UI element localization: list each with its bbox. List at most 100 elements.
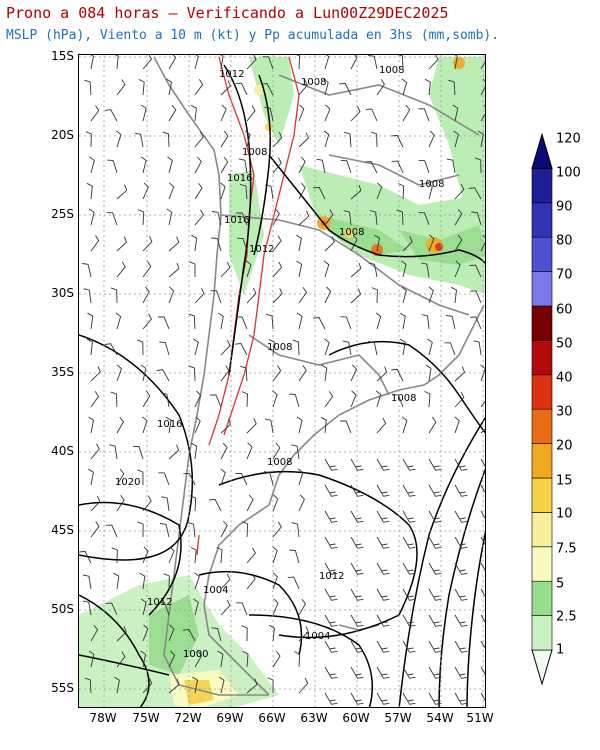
- wind-barb: [292, 339, 300, 356]
- wind-barb: [446, 315, 456, 330]
- wind-barb: [454, 260, 461, 278]
- wind-barb: [168, 444, 180, 460]
- wind-barb: [428, 130, 435, 148]
- wind-barb: [158, 602, 170, 616]
- wind-barb: [298, 79, 308, 96]
- wind-barb: [376, 536, 390, 549]
- wind-barb: [425, 364, 432, 382]
- wind-barb: [188, 313, 196, 330]
- wind-barb: [480, 78, 485, 96]
- wind-barb: [402, 236, 413, 252]
- wind-barb: [324, 55, 330, 70]
- wind-barb: [391, 368, 404, 382]
- isobar-label: 1016: [227, 173, 252, 184]
- precipitation-colorbar: [531, 132, 553, 686]
- wind-barb: [376, 79, 385, 96]
- isobar-label: 1008: [267, 457, 292, 468]
- wind-barb: [191, 442, 198, 460]
- wind-barb: [140, 364, 147, 382]
- map-subtitle: MSLP (hPa), Viento a 10 m (kt) y Pp acum…: [6, 28, 500, 43]
- wind-barb: [350, 458, 364, 471]
- wind-barb: [398, 183, 405, 200]
- wind-barb: [454, 588, 468, 601]
- wind-barb: [402, 640, 416, 653]
- wind-barb: [313, 317, 326, 330]
- wind-barb: [454, 536, 468, 549]
- wind-barb: [376, 484, 390, 497]
- wind-barb: [469, 264, 482, 278]
- wind-barb: [142, 286, 150, 304]
- wind-barb: [137, 469, 144, 486]
- wind-barb: [350, 640, 364, 653]
- wind-barb: [424, 390, 431, 408]
- wind-barb: [85, 131, 92, 148]
- lon-label: 66W: [258, 711, 286, 725]
- wind-barb: [454, 692, 468, 705]
- wind-barb: [82, 263, 92, 278]
- wind-barb: [159, 341, 170, 356]
- wind-barb: [350, 262, 362, 278]
- wind-barb: [324, 562, 338, 575]
- wind-barb: [142, 546, 149, 564]
- wind-barb: [83, 288, 92, 304]
- wind-barb: [84, 677, 92, 694]
- colorbar-swatch: [531, 580, 553, 616]
- wind-barb: [376, 417, 387, 434]
- colorbar-arrow-low: [531, 649, 553, 686]
- wind-barb: [298, 494, 305, 512]
- wind-barb: [480, 428, 485, 434]
- wind-barb: [236, 602, 248, 616]
- wind-barb: [188, 365, 196, 382]
- wind-barb: [106, 212, 118, 226]
- wind-barb: [375, 312, 382, 330]
- wind-barb: [107, 159, 118, 174]
- wind-barb: [246, 547, 256, 564]
- wind-barb: [272, 521, 282, 538]
- wind-barb: [142, 313, 152, 330]
- wind-barb: [418, 212, 430, 226]
- colorbar-swatch: [531, 408, 553, 444]
- wind-barb: [90, 391, 100, 408]
- wind-barb: [116, 236, 128, 252]
- wind-barb: [391, 134, 404, 148]
- wind-barb: [401, 286, 407, 304]
- wind-barb: [321, 364, 328, 382]
- wind-barb: [264, 106, 274, 122]
- wind-barb: [454, 416, 460, 434]
- wind-barb: [289, 549, 300, 564]
- isobar-label: 1004: [203, 585, 228, 596]
- wind-barb: [194, 182, 203, 200]
- wind-barb: [376, 692, 390, 705]
- colorbar-label: 5: [556, 576, 565, 592]
- wind-barb: [116, 651, 126, 668]
- wind-barb: [298, 626, 309, 642]
- wind-barb: [298, 598, 307, 616]
- wind-barb: [400, 260, 407, 278]
- wind-barb: [324, 391, 334, 408]
- wind-barb: [370, 131, 378, 148]
- wind-barb: [428, 234, 435, 252]
- wind-barb: [209, 394, 222, 408]
- wind-barb: [474, 157, 482, 174]
- wind-barb: [324, 614, 338, 627]
- wind-barb: [428, 562, 442, 575]
- wind-barb: [401, 78, 408, 96]
- isobar-label: 1008: [379, 65, 404, 76]
- wind-barb: [402, 458, 416, 471]
- wind-barb: [343, 210, 352, 226]
- wind-barb: [246, 105, 256, 122]
- lon-label: 51W: [466, 711, 494, 725]
- wind-barb: [350, 510, 364, 523]
- wind-barb: [239, 183, 248, 200]
- wind-barb: [182, 629, 196, 642]
- wind-barb: [168, 624, 175, 642]
- wind-barb: [350, 106, 361, 122]
- colorbar-label: 100: [556, 165, 581, 181]
- colorbar-label: 120: [556, 131, 581, 147]
- wind-barb: [190, 104, 197, 122]
- wind-barb: [296, 312, 303, 330]
- lat-label: 55S: [51, 681, 74, 695]
- wind-barb: [158, 472, 170, 486]
- wind-barb: [391, 160, 404, 174]
- wind-barb: [168, 678, 180, 694]
